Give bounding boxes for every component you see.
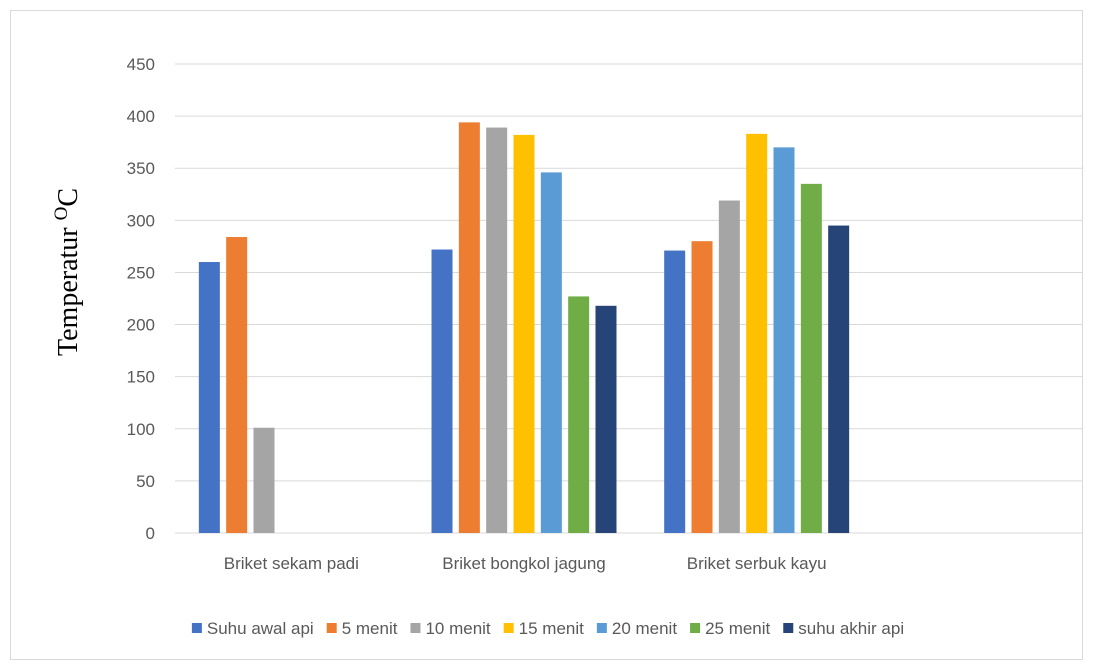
bar <box>486 127 508 533</box>
legend-item: suhu akhir api <box>783 619 904 638</box>
bars <box>198 122 850 534</box>
legend-swatch <box>503 623 514 633</box>
legend-item: 10 menit <box>410 619 491 638</box>
y-tick-label: 400 <box>127 107 155 126</box>
bar <box>718 200 740 533</box>
legend-item: 15 menit <box>503 619 584 638</box>
bar <box>540 172 562 533</box>
legend-item: 20 menit <box>596 619 677 638</box>
bar <box>691 241 713 533</box>
legend-item: 5 menit <box>326 619 398 638</box>
legend: Suhu awal api 5 menit 10 menit 15 menit 20 m… <box>191 619 904 638</box>
legend-label: suhu akhir api <box>798 619 904 638</box>
legend-label: 15 menit <box>519 619 584 638</box>
bar <box>253 427 275 533</box>
x-axis-categories: Briket sekam padi Briket bongkol jagung Br… <box>224 554 827 573</box>
legend-item: Suhu awal api <box>191 619 314 638</box>
legend-swatch <box>326 623 337 633</box>
y-axis-label-unit: C <box>53 188 84 207</box>
gridlines <box>175 63 1082 534</box>
y-axis-label-sup: O <box>51 207 72 221</box>
bar <box>746 133 768 533</box>
legend-swatch <box>191 623 202 633</box>
bar <box>595 305 617 533</box>
bar <box>226 237 248 533</box>
bar <box>828 225 850 534</box>
y-axis-label-text: Temperatur <box>53 227 84 356</box>
legend-swatch <box>783 623 794 633</box>
bar <box>800 183 822 533</box>
legend-label: Suhu awal api <box>207 619 314 638</box>
x-category-label: Briket serbuk kayu <box>687 554 827 573</box>
bar <box>568 296 590 533</box>
y-tick-label: 350 <box>127 159 155 178</box>
y-tick-label: 100 <box>127 420 155 439</box>
bar <box>458 122 480 533</box>
y-tick-label: 250 <box>127 263 155 282</box>
bar <box>513 134 535 534</box>
x-category-label: Briket bongkol jagung <box>442 554 606 573</box>
bar <box>664 250 686 533</box>
legend-label: 10 menit <box>425 619 490 638</box>
y-tick-label: 0 <box>146 524 155 543</box>
bar <box>773 147 795 533</box>
y-tick-label: 450 <box>127 55 155 74</box>
legend-swatch <box>690 623 701 633</box>
x-category-label: Briket sekam padi <box>224 554 359 573</box>
legend-label: 5 menit <box>342 619 398 638</box>
legend-item: 25 menit <box>690 619 771 638</box>
legend-swatch <box>596 623 607 633</box>
y-tick-label: 150 <box>127 368 155 387</box>
y-tick-label: 200 <box>127 316 155 335</box>
legend-swatch <box>410 623 421 633</box>
y-axis-ticks: 0 50 100 150 200 250 300 350 400 450 <box>127 55 155 543</box>
y-axis-label: Temperatur OC <box>51 188 84 356</box>
y-tick-label: 300 <box>127 211 155 230</box>
bar <box>431 249 453 533</box>
legend-label: 20 menit <box>612 619 677 638</box>
bar <box>198 262 220 533</box>
y-tick-label: 50 <box>136 472 155 491</box>
legend-label: 25 menit <box>705 619 770 638</box>
